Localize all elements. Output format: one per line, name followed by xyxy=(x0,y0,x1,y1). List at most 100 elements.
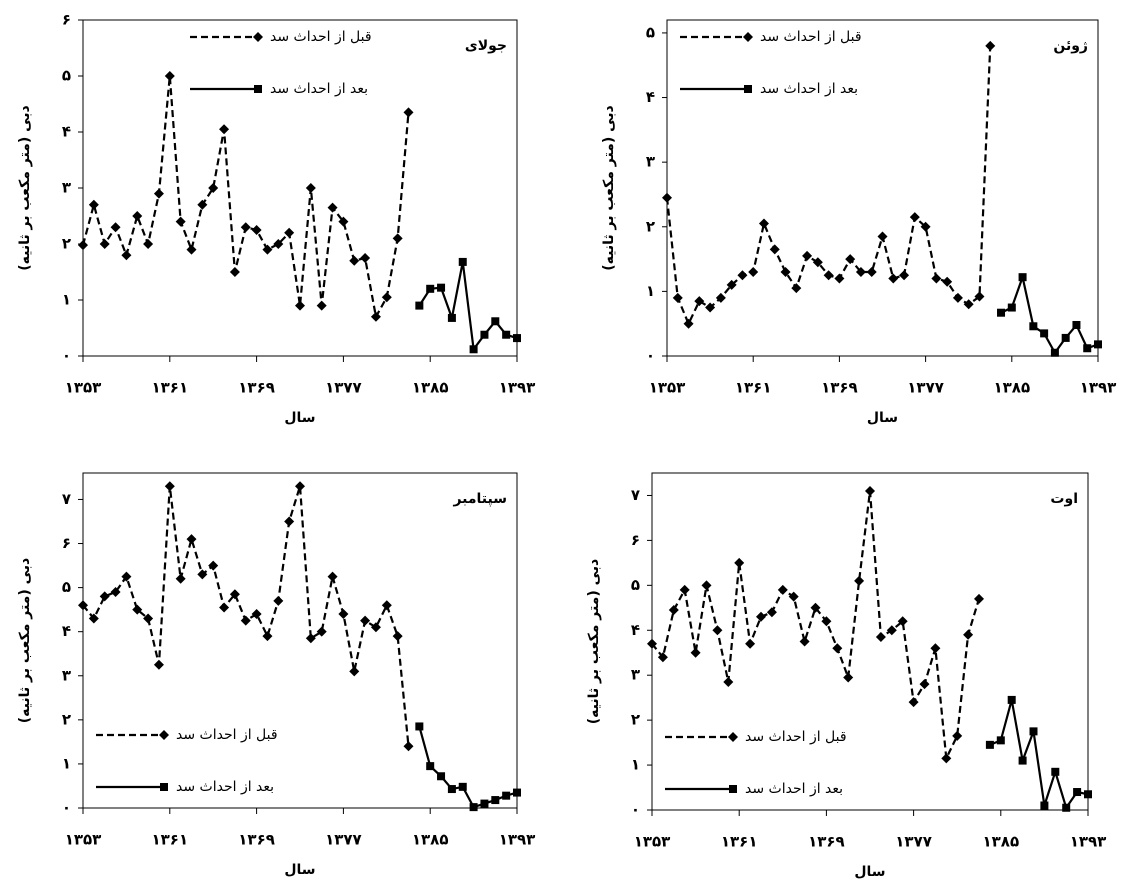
marker xyxy=(843,672,854,683)
marker xyxy=(403,107,414,118)
marker xyxy=(262,631,273,642)
y-tick-label: ۱ xyxy=(631,756,640,774)
legend-label: بعد از احداث سد xyxy=(176,779,274,795)
marker xyxy=(897,616,908,627)
marker xyxy=(1050,348,1059,357)
marker xyxy=(931,273,942,284)
legend-label: قبل از احداث سد xyxy=(760,29,862,45)
chart-panel: ۰ ۱ ۲ ۳ ۴ ۵ ۶ ۱۳۵۳ ۱۳۶۱ ۱۳۶۹ ۱۳۷۷ ۱۳۸۵ ۱۳۹۳ سال دبی (م… xyxy=(17,11,535,427)
marker xyxy=(208,183,219,193)
y-axis-label: دبی (متر مکعب بر ثانیه) xyxy=(17,105,33,270)
x-tick-label: ۱۳۶۱ xyxy=(151,831,188,849)
marker xyxy=(1061,333,1070,342)
legend-marker xyxy=(253,32,263,42)
y-tick-label: ۲ xyxy=(62,710,71,728)
marker xyxy=(1072,320,1081,329)
marker xyxy=(338,216,349,227)
y-axis-label: دبی (متر مکعب بر ثانیه) xyxy=(586,559,602,724)
marker xyxy=(349,255,360,266)
plot-frame xyxy=(82,472,518,809)
marker xyxy=(715,292,726,303)
y-axis-label: دبی (متر مکعب بر ثانیه) xyxy=(17,558,33,723)
y-tick-label: ۱ xyxy=(62,754,71,772)
marker xyxy=(705,302,716,313)
y-tick-label: ۰ xyxy=(631,801,640,819)
marker xyxy=(683,318,694,329)
y-tick-label: ۵ xyxy=(62,67,71,85)
x-tick-label: ۱۳۹۳ xyxy=(499,831,536,849)
x-tick-label: ۱۳۶۱ xyxy=(151,379,188,397)
legend-label: بعد از احداث سد xyxy=(760,81,858,97)
marker xyxy=(132,604,143,615)
marker xyxy=(694,296,705,307)
chart-title: جولای xyxy=(465,38,507,54)
marker xyxy=(480,799,489,808)
marker xyxy=(370,622,381,633)
marker xyxy=(469,803,478,812)
marker xyxy=(240,615,251,626)
x-tick-label: ۱۳۶۹ xyxy=(238,379,275,397)
marker xyxy=(502,330,511,339)
marker xyxy=(403,741,414,752)
marker xyxy=(88,613,99,624)
legend-label: بعد از احداث سد xyxy=(270,81,368,97)
y-tick-label: ۲ xyxy=(62,235,71,253)
marker xyxy=(909,212,920,223)
x-tick-label: ۱۳۷۷ xyxy=(907,379,944,397)
chart-title: ژوئن xyxy=(1053,38,1088,54)
x-tick-label: ۱۳۶۱ xyxy=(735,379,772,397)
y-tick-label: ۶ xyxy=(631,531,640,549)
marker xyxy=(734,557,745,568)
x-tick-label: ۱۳۸۵ xyxy=(982,833,1019,851)
legend-marker xyxy=(159,730,169,740)
marker xyxy=(1051,767,1060,776)
marker xyxy=(756,611,766,622)
marker xyxy=(997,308,1006,317)
series-line xyxy=(81,75,410,321)
marker xyxy=(766,607,777,618)
marker xyxy=(832,643,843,654)
marker xyxy=(175,573,186,584)
y-tick-label: ۰ xyxy=(62,347,71,365)
marker xyxy=(164,71,175,81)
marker xyxy=(877,231,888,242)
marker xyxy=(305,633,316,644)
x-tick-label: ۱۳۷۷ xyxy=(895,833,932,851)
y-tick-label: ۴ xyxy=(62,622,71,640)
marker xyxy=(788,591,799,602)
marker xyxy=(952,292,963,303)
y-tick-label: ۳ xyxy=(646,153,655,171)
series-line xyxy=(651,490,981,763)
legend-marker xyxy=(743,32,753,42)
marker xyxy=(769,244,780,255)
x-tick-label: ۱۳۵۳ xyxy=(634,833,671,851)
legend-label: قبل از احداث سد xyxy=(270,29,372,45)
marker xyxy=(745,638,756,649)
marker xyxy=(316,626,327,637)
marker xyxy=(812,257,823,268)
marker xyxy=(370,311,381,322)
marker xyxy=(919,679,930,690)
marker xyxy=(392,631,403,642)
y-tick-label: ۶ xyxy=(62,534,71,552)
marker xyxy=(327,202,338,213)
legend-label: بعد از احداث سد xyxy=(745,781,843,797)
y-tick-label: ۲ xyxy=(646,217,655,235)
marker xyxy=(1007,303,1016,312)
marker xyxy=(668,605,679,616)
marker xyxy=(854,575,865,586)
chart-panel: ۰ ۱ ۲ ۳ ۴ ۵ ۱۳۵۳ ۱۳۶۱ ۱۳۶۹ ۱۳۷۷ ۱۳۸۵ ۱۳۹۳ سال دبی (مت… xyxy=(601,19,1116,426)
marker xyxy=(963,629,974,640)
marker xyxy=(690,647,701,658)
marker xyxy=(295,300,305,311)
x-tick-label: ۱۳۶۹ xyxy=(821,379,858,397)
marker xyxy=(143,613,154,624)
marker xyxy=(197,569,208,580)
marker xyxy=(469,345,478,354)
marker xyxy=(834,273,845,284)
marker xyxy=(888,273,899,284)
marker xyxy=(262,244,273,255)
x-axis-label: سال xyxy=(867,410,898,426)
marker xyxy=(845,254,856,265)
x-tick-label: ۱۳۵۳ xyxy=(65,831,102,849)
